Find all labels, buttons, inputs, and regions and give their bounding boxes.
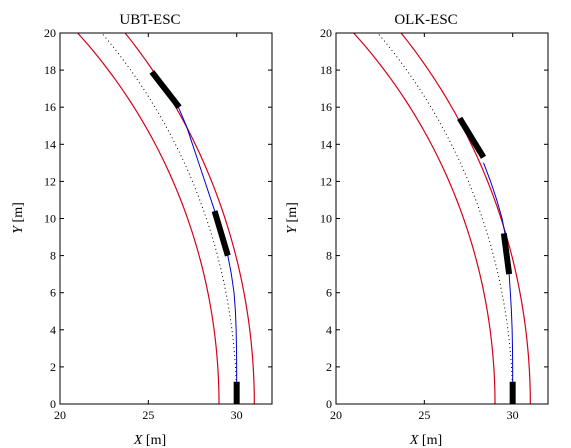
lane-centerline — [101, 33, 238, 404]
plot-area — [76, 33, 255, 404]
panel-title: UBT-ESC — [119, 12, 180, 28]
y-tick-label: 20 — [320, 26, 332, 40]
y-tick-label: 16 — [320, 100, 332, 114]
y-tick-label: 20 — [44, 26, 56, 40]
y-axis-label-var: Y — [285, 224, 300, 234]
y-axis-label-unit: [m] — [11, 202, 26, 222]
y-tick-label: 4 — [326, 323, 332, 337]
y-tick-label: 2 — [50, 360, 56, 374]
y-tick-label: 2 — [326, 360, 332, 374]
panel-title: OLK-ESC — [394, 12, 457, 28]
svg-text:Y [m]: Y [m] — [285, 202, 300, 234]
y-tick-label: 10 — [44, 212, 56, 226]
x-axis-label: X [m] — [409, 433, 442, 448]
x-tick-label: 20 — [54, 408, 66, 422]
x-axis-label-unit: [m] — [422, 433, 442, 448]
y-tick-label: 8 — [326, 249, 332, 263]
y-tick-label: 0 — [326, 397, 332, 411]
panel-olk-esc: OLK-ESC Y [m] X [m] 0 2 4 6 8 10 12 14 16 18 20 20 2… — [285, 12, 549, 448]
lane-outer-edge — [124, 33, 255, 404]
y-tick-label: 16 — [44, 100, 56, 114]
panel-ubt-esc: UBT-ESC Y [m] X [m] 0 2 4 6 8 10 12 14 16 18 20 20 2… — [11, 12, 273, 448]
svg-text:Y [m]: Y [m] — [11, 202, 26, 234]
vehicle-marker — [457, 116, 487, 159]
y-tick-label: 18 — [44, 63, 56, 77]
y-axis-label-var: Y — [11, 224, 26, 234]
vehicle-marker — [149, 70, 182, 110]
x-axis-label-var: X — [133, 433, 143, 448]
x-tick-label: 30 — [231, 408, 243, 422]
lane-centerline — [377, 33, 514, 404]
x-tick-label: 30 — [507, 408, 519, 422]
plot-area — [352, 33, 531, 404]
lane-inner-edge — [76, 33, 220, 404]
y-tick-label: 14 — [44, 137, 56, 151]
y-tick-label: 0 — [50, 397, 56, 411]
y-tick-label: 8 — [50, 249, 56, 263]
y-tick-label: 18 — [320, 63, 332, 77]
x-tick-label: 25 — [418, 408, 430, 422]
y-tick-label: 14 — [320, 137, 332, 151]
y-axis-label: Y [m] — [285, 202, 300, 234]
y-tick-label: 12 — [320, 174, 332, 188]
x-axis-label-unit: [m] — [146, 433, 166, 448]
y-tick-label: 4 — [50, 323, 56, 337]
y-tick-label: 12 — [44, 174, 56, 188]
vehicle-marker — [211, 210, 231, 257]
x-tick-label: 20 — [330, 408, 342, 422]
vehicle-trajectory — [177, 107, 238, 404]
y-tick-label: 10 — [320, 212, 332, 226]
axes-frame — [335, 32, 549, 405]
x-axis-label: X [m] — [133, 433, 166, 448]
y-axis-label: Y [m] — [11, 202, 26, 234]
vehicle-marker — [500, 232, 513, 275]
y-axis-label-unit: [m] — [285, 202, 300, 222]
lane-inner-edge — [352, 33, 496, 404]
x-axis-label-var: X — [409, 433, 419, 448]
x-tick-label: 25 — [142, 408, 154, 422]
y-tick-label: 6 — [326, 286, 332, 300]
vehicle-trajectory — [483, 162, 514, 404]
y-tick-label: 6 — [50, 286, 56, 300]
lane-outer-edge — [400, 33, 531, 404]
